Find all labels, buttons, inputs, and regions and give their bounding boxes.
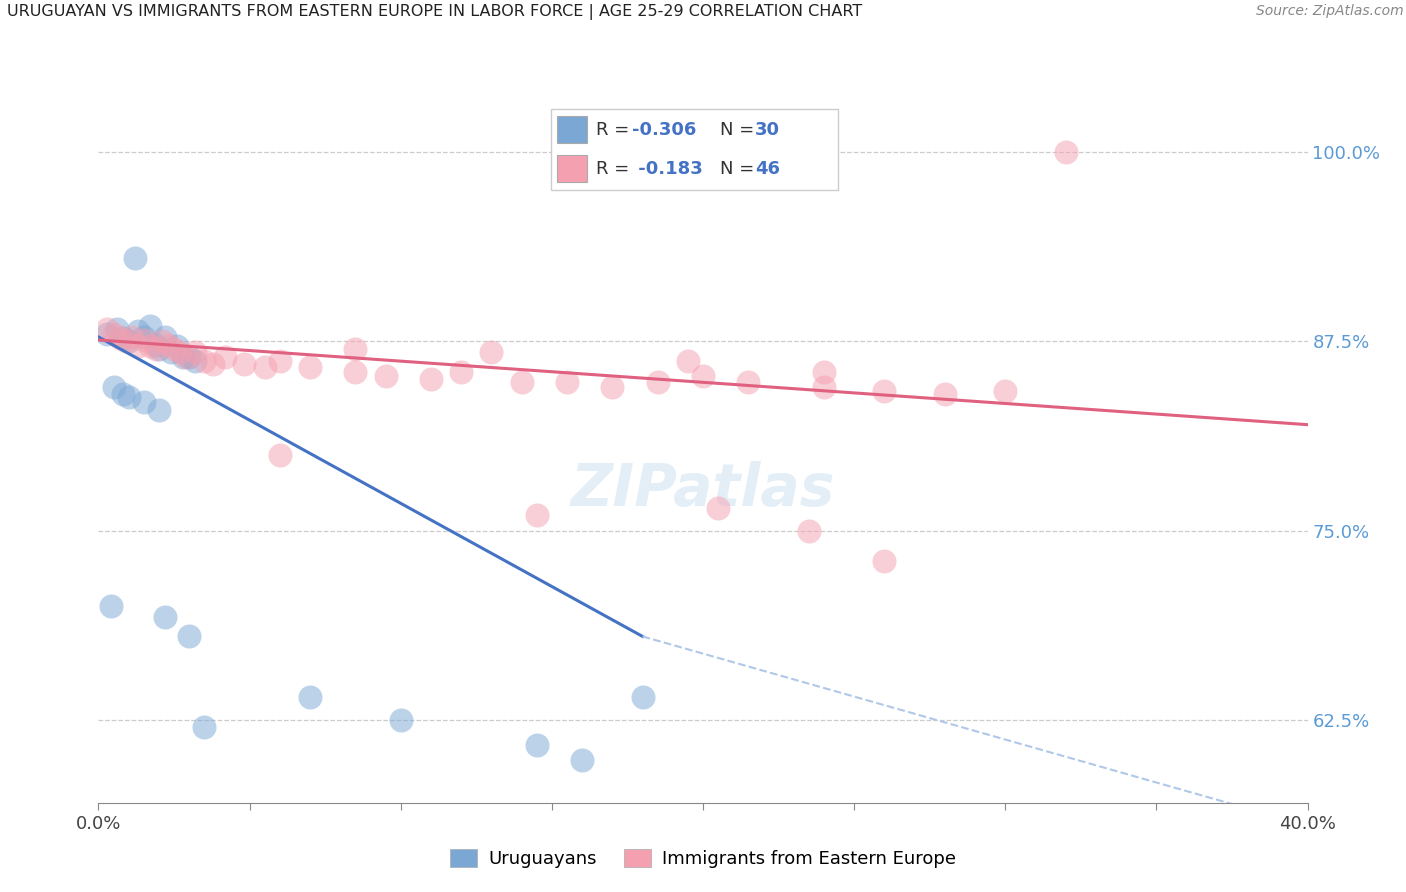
Point (202, 357, 225, 371)
Point (114, 334, 136, 349)
Text: Source: ZipAtlas.com: Source: ZipAtlas.com (1256, 4, 1403, 19)
Point (193, 354, 215, 368)
Point (150, 334, 173, 349)
Point (172, 350, 194, 364)
Point (813, 380, 835, 394)
Text: -0.183: -0.183 (633, 160, 703, 178)
Text: -0.306: -0.306 (633, 121, 697, 139)
Point (103, 380, 125, 394)
Point (160, 345, 183, 359)
Text: ZIPatlas: ZIPatlas (571, 461, 835, 518)
Point (344, 342, 367, 356)
Point (631, 690, 654, 704)
Point (174, 350, 197, 364)
Point (299, 690, 322, 704)
Point (602, 380, 624, 394)
Point (555, 376, 578, 390)
Point (111, 387, 134, 401)
Point (103, 326, 125, 341)
FancyBboxPatch shape (557, 155, 586, 183)
Point (96, 322, 118, 336)
Text: N =: N = (720, 160, 759, 178)
Point (127, 339, 149, 353)
Point (166, 339, 188, 353)
Point (169, 345, 191, 359)
Point (121, 330, 143, 344)
Point (148, 342, 170, 356)
Point (374, 369, 396, 384)
Point (108, 331, 131, 345)
Point (139, 319, 162, 334)
Point (214, 350, 236, 364)
Point (132, 330, 155, 344)
Point (344, 365, 367, 379)
Point (450, 365, 472, 379)
Point (526, 739, 548, 753)
Point (420, 372, 443, 386)
Point (526, 508, 548, 523)
Point (299, 360, 322, 375)
Point (193, 720, 215, 734)
Text: 30: 30 (755, 121, 780, 139)
Point (934, 387, 956, 401)
Point (124, 252, 146, 266)
Legend: Uruguayans, Immigrants from Eastern Europe: Uruguayans, Immigrants from Eastern Euro… (443, 842, 963, 875)
Point (145, 342, 167, 356)
Point (873, 554, 896, 568)
Point (184, 354, 207, 368)
Text: R =: R = (596, 121, 634, 139)
Point (132, 333, 155, 347)
Text: URUGUAYAN VS IMMIGRANTS FROM EASTERN EUROPE IN LABOR FORCE | AGE 25-29 CORRELATI: URUGUAYAN VS IMMIGRANTS FROM EASTERN EUR… (7, 4, 862, 21)
Point (692, 369, 714, 384)
Point (139, 339, 162, 353)
Point (510, 376, 533, 390)
Text: 46: 46 (755, 160, 780, 178)
Point (873, 384, 896, 399)
Point (232, 357, 254, 371)
Point (153, 330, 176, 344)
Point (269, 448, 291, 462)
Point (105, 322, 128, 336)
Text: N =: N = (720, 121, 759, 139)
Point (179, 350, 201, 364)
Point (389, 713, 412, 727)
Point (145, 337, 167, 351)
Point (571, 754, 593, 768)
Point (156, 337, 179, 351)
Point (253, 360, 276, 375)
Point (184, 345, 207, 359)
Text: R =: R = (596, 160, 634, 178)
Point (153, 609, 176, 624)
Point (1054, 145, 1077, 160)
Point (647, 376, 669, 390)
Point (148, 402, 170, 417)
Point (269, 354, 291, 368)
Point (676, 354, 699, 368)
Point (132, 395, 155, 409)
Point (737, 376, 759, 390)
Point (163, 342, 186, 356)
Point (111, 331, 134, 345)
Point (994, 384, 1017, 399)
Point (481, 345, 503, 359)
Point (118, 391, 141, 405)
FancyBboxPatch shape (557, 116, 586, 144)
Point (797, 524, 820, 538)
Point (813, 365, 835, 379)
Point (179, 629, 201, 643)
Point (118, 334, 141, 349)
FancyBboxPatch shape (551, 109, 838, 190)
Point (96, 326, 118, 341)
Point (127, 324, 149, 338)
Point (100, 599, 122, 614)
Point (707, 500, 730, 515)
